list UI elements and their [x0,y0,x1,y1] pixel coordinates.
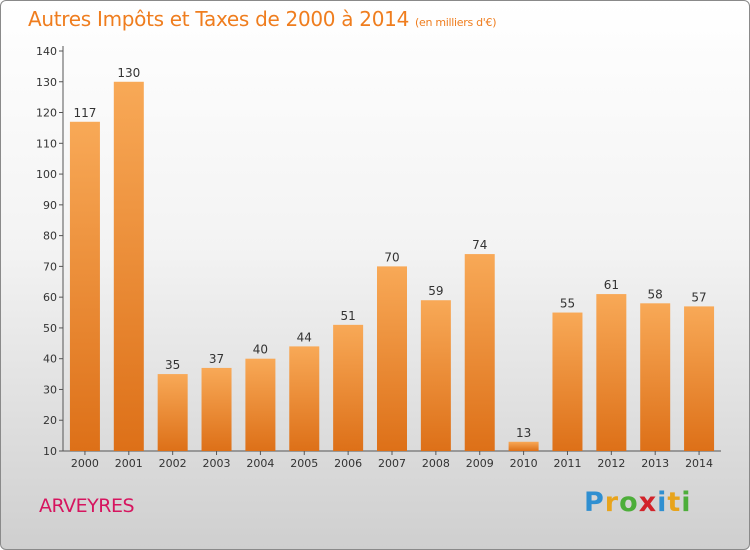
x-tick-label: 2000 [71,457,99,470]
data-label: 59 [428,284,443,298]
x-tick-label: 2013 [641,457,669,470]
chart-title: Autres Impôts et Taxes de 2000 à 2014 (en… [28,7,496,31]
x-tick-label: 2001 [115,457,143,470]
y-tick-label: 80 [43,230,57,243]
y-tick-label: 50 [43,322,57,335]
x-tick-label: 2008 [422,457,450,470]
data-label: 117 [73,106,96,120]
data-label: 55 [560,297,575,311]
data-label: 35 [165,358,180,372]
x-tick-label: 2004 [246,457,274,470]
logo-letter: P [584,487,605,518]
logo-letter: t [667,487,682,518]
data-label: 40 [253,343,268,357]
data-label: 61 [604,278,619,292]
data-label: 44 [297,330,312,344]
data-label: 37 [209,352,224,366]
y-tick-label: 100 [36,168,57,181]
chart-title-text: Autres Impôts et Taxes de 2000 à 2014 [28,7,409,31]
data-label: 58 [648,287,663,301]
data-label: 70 [384,250,399,264]
bar [201,367,232,451]
logo-letter: o [619,487,639,518]
x-tick-label: 2007 [378,457,406,470]
bar [640,303,671,451]
data-label: 74 [472,238,487,252]
logo-letter: r [604,487,620,518]
logo-letter: i [681,487,692,518]
bar [157,374,188,451]
bar [552,312,583,451]
bar [333,324,364,451]
y-tick-label: 60 [43,291,57,304]
bar [464,254,495,451]
data-label: 130 [117,66,140,80]
bar [377,266,407,451]
chart-unit: (en milliers d'€) [415,16,497,29]
commune-name: ARVEYRES [39,495,135,517]
x-tick-label: 2002 [159,457,187,470]
y-tick-label: 130 [36,76,57,89]
bar [508,441,539,451]
x-tick-label: 2014 [685,457,713,470]
x-tick-label: 2012 [597,457,625,470]
x-tick-label: 2010 [510,457,538,470]
y-tick-label: 120 [36,107,57,120]
y-tick-label: 90 [43,199,57,212]
logo-letter: i [657,487,668,518]
y-tick-label: 140 [36,45,57,58]
y-tick-label: 70 [43,260,57,273]
bar [245,358,276,451]
y-tick-label: 10 [43,445,57,458]
data-label: 51 [340,309,355,323]
bar [684,306,715,451]
chart-labels: 117 2000 130 2001 35 2002 37 2003 40 2004 44 2005 51… [71,66,713,470]
y-tick-label: 110 [36,137,57,150]
x-tick-label: 2009 [466,457,494,470]
data-label: 13 [516,426,531,440]
logo-letter: x [638,487,658,518]
data-label: 57 [691,290,706,304]
proxiti-logo: Proxiti [584,487,692,518]
bar [69,121,100,452]
x-tick-label: 2006 [334,457,362,470]
chart-axes: 10 20 30 40 50 60 70 80 90 100 110 120 130 140 [36,45,721,458]
y-tick-label: 30 [43,383,57,396]
bar [420,300,451,451]
x-tick-label: 2005 [290,457,318,470]
x-tick-label: 2003 [203,457,231,470]
y-tick-label: 40 [43,353,57,366]
y-tick-label: 20 [43,414,57,427]
bar [596,294,627,451]
x-tick-label: 2011 [553,457,581,470]
chart-bars [69,81,715,452]
bar [289,346,320,451]
bar [113,81,144,452]
